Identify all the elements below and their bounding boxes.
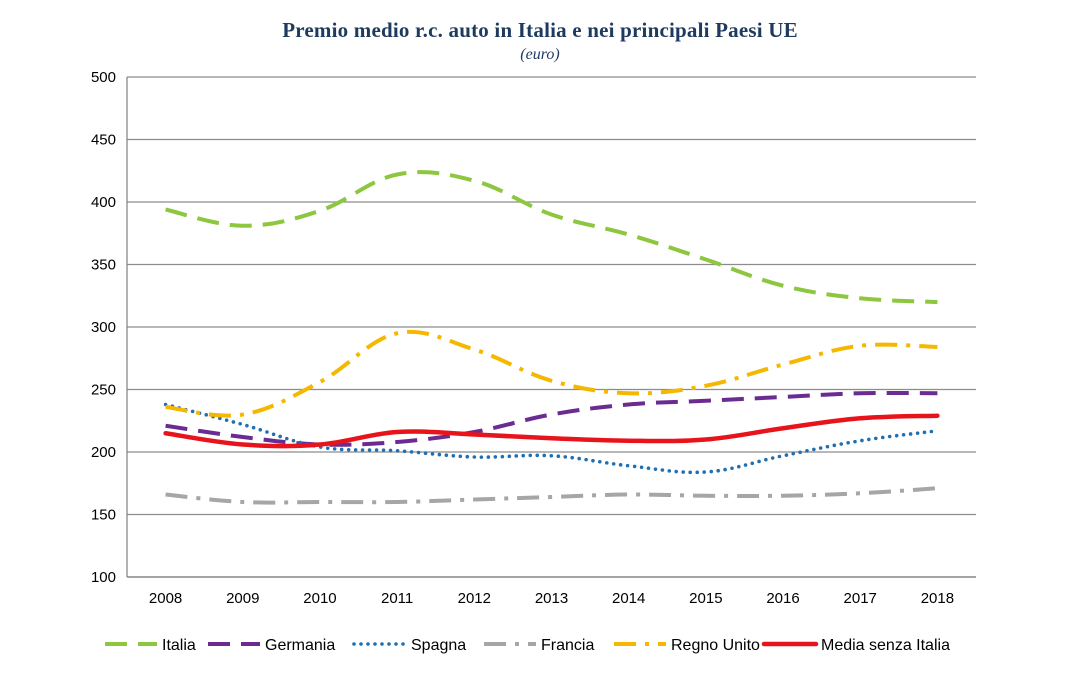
legend-item: Regno Unito: [614, 637, 760, 654]
legend-item: Italia: [105, 637, 196, 654]
legend-label: Spagna: [411, 637, 466, 654]
y-tick-label: 500: [91, 69, 116, 86]
x-tick-label: 2013: [535, 590, 568, 607]
y-tick-label: 250: [91, 382, 116, 399]
series-layer: [163, 170, 940, 505]
y-tick-label: 100: [91, 569, 116, 586]
legend-item: Media senza Italia: [761, 637, 950, 654]
series-line-germania: [165, 390, 938, 447]
x-tick-label: 2018: [921, 590, 954, 607]
x-tick-label: 2015: [689, 590, 722, 607]
y-tick-label: 150: [91, 507, 116, 524]
series-line-regno-unito: [165, 329, 938, 418]
x-tick-label: 2016: [766, 590, 799, 607]
legend-label: Germania: [265, 637, 335, 654]
legend-item: Germania: [208, 637, 335, 654]
legend-item: Francia: [484, 637, 594, 654]
x-tick-label: 2009: [226, 590, 259, 607]
x-tick-label: 2010: [303, 590, 336, 607]
y-tick-label: 300: [91, 319, 116, 336]
legend-label: Regno Unito: [671, 637, 760, 654]
x-tick-label: 2017: [844, 590, 877, 607]
legend-item: Spagna: [352, 637, 466, 654]
chart-title: Premio medio r.c. auto in Italia e nei p…: [282, 18, 798, 42]
y-tick-label: 200: [91, 444, 116, 461]
legend-label: Francia: [541, 637, 594, 654]
series-line-italia: [165, 170, 938, 304]
chart-subtitle: (euro): [520, 46, 560, 63]
axis-layer: 100 150 200 250 300 350 400 450 500 2008 2009 2010 2…: [91, 69, 976, 607]
series-line-media-senza-italia: [163, 413, 940, 449]
legend: Italia Germania Spagna Francia Regno Unito Me…: [105, 637, 950, 654]
legend-label: Media senza Italia: [821, 637, 950, 654]
series-line-spagna: [163, 402, 940, 475]
legend-label: Italia: [162, 637, 196, 654]
x-tick-label: 2008: [149, 590, 182, 607]
y-tick-label: 450: [91, 132, 116, 149]
x-tick-label: 2012: [458, 590, 491, 607]
x-tick-label: 2011: [381, 590, 413, 607]
series-line-francia: [165, 486, 938, 505]
y-tick-label: 350: [91, 257, 116, 274]
y-tick-label: 400: [91, 194, 116, 211]
x-tick-label: 2014: [612, 590, 645, 607]
